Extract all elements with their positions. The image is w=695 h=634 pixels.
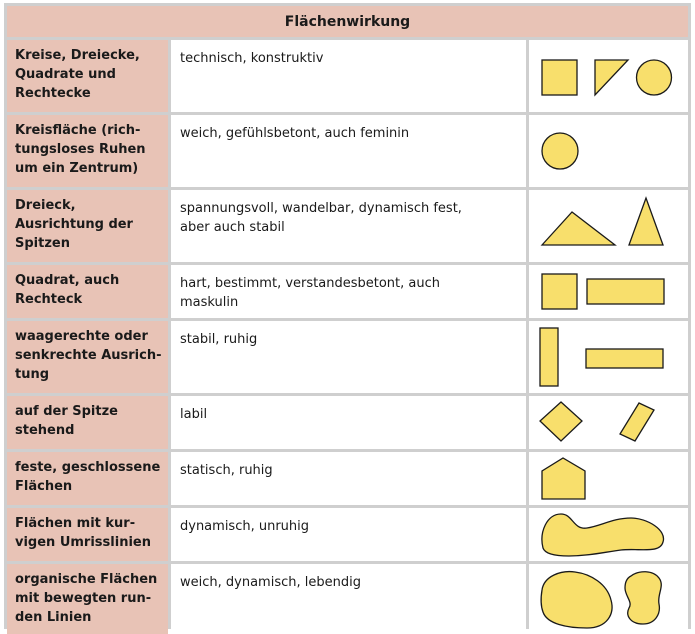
circle-icon [541, 132, 579, 170]
shapes-basic-icon [541, 59, 673, 97]
row-label-2: Kreisfläche (rich- tungsloses Ruhen um e… [7, 115, 168, 187]
square-icon [541, 59, 578, 96]
horizontal-rectangle-icon [585, 348, 664, 369]
horizontal-rectangle-icon [586, 278, 665, 305]
row-label-6: auf der Spitze stehend [7, 396, 168, 449]
tilted-rectangle-icon [619, 402, 655, 442]
row-label-5: waagerechte oder senkrechte Ausrich- tun… [7, 321, 168, 393]
row-shapes-9 [529, 564, 688, 634]
row-label-1: Kreise, Dreiecke, Quadrate und Rechtecke [7, 40, 168, 112]
row-label-4: Quadrat, auch Rechteck [7, 265, 168, 318]
pentagon-icon [541, 457, 586, 500]
row-desc-5: stabil, ruhig [171, 321, 526, 393]
row-desc-1: technisch, konstruktiv [171, 40, 526, 112]
row-desc-7: statisch, ruhig [171, 452, 526, 505]
row-desc-2: weich, gefühlsbetont, auch feminin [171, 115, 526, 187]
tall-triangle-icon [628, 196, 664, 246]
organic-blob-icon [540, 570, 613, 629]
row-shapes-4 [529, 265, 688, 318]
row-label-9: organische Flächen mit bewegten run- den… [7, 564, 168, 634]
row-label-8: Flächen mit kur- vigen Umrisslinien [7, 508, 168, 561]
flaechenwirkung-table: Flächenwirkung Kreise, Dreiecke, Quadrat… [7, 6, 688, 634]
row-shapes-2 [529, 115, 688, 187]
vertical-rectangle-icon [539, 327, 559, 387]
row-shapes-3 [529, 190, 688, 262]
right-triangle-icon [594, 59, 630, 97]
flat-triangle-icon [540, 211, 617, 246]
wavy-blob-icon [541, 513, 665, 557]
circle-icon [635, 59, 673, 96]
row-desc-6: labil [171, 396, 526, 449]
diamond-icon [539, 401, 583, 442]
row-shapes-7 [529, 452, 688, 505]
row-label-7: feste, geschlossene Flächen [7, 452, 168, 505]
row-shapes-6 [529, 396, 688, 449]
row-shapes-8 [529, 508, 688, 561]
row-desc-9: weich, dynamisch, lebendig [171, 564, 526, 634]
organic-blob-small-icon [624, 571, 662, 625]
row-label-3: Dreieck, Ausrichtung der Spitzen [7, 190, 168, 262]
row-desc-8: dynamisch, unruhig [171, 508, 526, 561]
table-title: Flächenwirkung [7, 6, 688, 37]
row-desc-4: hart, bestimmt, verstandesbetont, auch m… [171, 265, 526, 318]
row-desc-3: spannungsvoll, wandelbar, dynamisch fest… [171, 190, 526, 262]
table-frame: Flächenwirkung Kreise, Dreiecke, Quadrat… [4, 3, 691, 634]
square-icon [541, 273, 578, 310]
row-shapes-5 [529, 321, 688, 393]
row-shapes-1 [529, 40, 688, 112]
